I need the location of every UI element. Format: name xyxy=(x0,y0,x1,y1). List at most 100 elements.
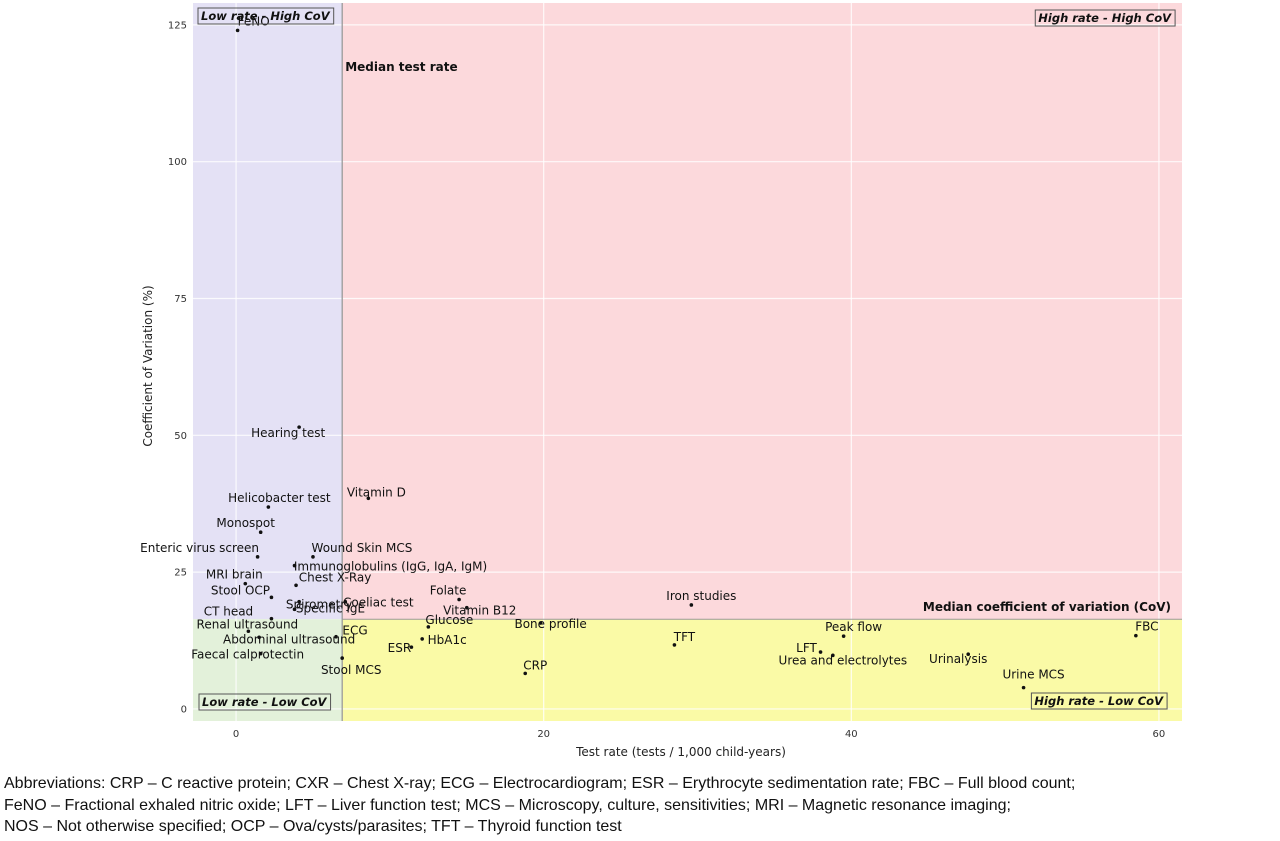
data-label: Folate xyxy=(430,584,467,598)
x-tick-label: 60 xyxy=(1153,729,1166,740)
data-point xyxy=(464,605,469,610)
data-label: CT head xyxy=(204,605,253,619)
data-point xyxy=(966,652,971,657)
quadrant-label-bottom-left-box xyxy=(198,693,332,711)
data-point xyxy=(831,653,835,658)
data-label: Urea and electrolytes xyxy=(779,653,908,667)
data-label: HbA1c xyxy=(428,633,467,647)
data-point xyxy=(366,496,371,501)
quadrant-backgrounds xyxy=(193,3,1183,721)
data-label: Enteric virus screen xyxy=(140,541,259,555)
quadrant-high-rate-low-cov xyxy=(342,619,1183,721)
quadrant-label-bottom-right: High rate - Low CoV xyxy=(1034,694,1164,708)
quadrant-high-rate-high-cov xyxy=(342,3,1183,620)
data-label: Helicobacter test xyxy=(228,491,331,505)
y-tick-label: 125 xyxy=(168,20,187,31)
quadrant-label-top-right: High rate - High CoV xyxy=(1038,11,1172,25)
data-label: FeNO xyxy=(238,14,270,28)
data-point xyxy=(257,635,261,640)
data-point xyxy=(269,616,274,621)
data-label: Immunoglobulins (IgG, IgA, IgM) xyxy=(294,560,487,574)
data-point xyxy=(246,629,251,634)
data-point xyxy=(243,581,248,586)
data-point xyxy=(420,637,424,641)
data-label: FBC xyxy=(1135,620,1158,634)
data-point xyxy=(311,555,315,559)
data-point xyxy=(343,599,348,604)
median-test-rate-label: Median test rate xyxy=(345,60,457,74)
quadrant-label-top-right-box xyxy=(1034,9,1176,27)
data-label: Hearing test xyxy=(251,426,325,440)
quadrant-label-bottom-right-box xyxy=(1030,692,1168,710)
y-axis-title: Coefficient of Variation (%) xyxy=(141,285,155,446)
quadrant-labels: Low rate - High CoV High rate - High CoV L… xyxy=(197,7,1176,711)
data-label: Spirometry xyxy=(286,598,352,612)
y-tick-label: 75 xyxy=(174,294,187,305)
quadrant-label-top-left: Low rate - High CoV xyxy=(201,9,331,23)
data-label: Chest X-Ray xyxy=(299,570,372,584)
data-label: Bone profile xyxy=(514,617,586,631)
y-tick-label: 0 xyxy=(181,704,187,715)
footnote-line-2: FeNO – Fractional exhaled nitric oxide; … xyxy=(4,796,1011,814)
median-lines: Median test rate Median coefficient of va… xyxy=(341,3,1182,721)
data-label: TFT xyxy=(673,630,696,644)
data-point xyxy=(841,634,846,638)
data-point xyxy=(334,634,338,639)
data-point xyxy=(297,425,301,429)
data-points: FeNO Hearing test Vitamin D Helicobacter te… xyxy=(140,14,1159,690)
data-point xyxy=(672,643,677,647)
data-point xyxy=(523,671,528,676)
quadrant-low-rate-low-cov xyxy=(193,619,343,721)
data-point xyxy=(292,607,297,612)
data-label: Stool MCS xyxy=(321,663,382,677)
data-label: LFT xyxy=(796,641,817,655)
data-point xyxy=(294,583,298,588)
data-label: Monospot xyxy=(216,516,275,530)
data-point xyxy=(235,28,240,33)
data-point xyxy=(269,595,274,600)
data-label: MRI brain xyxy=(206,568,263,582)
footnote-line-3: NOS – Not otherwise specified; OCP – Ova… xyxy=(4,818,622,835)
median-cov-label: Median coefficient of variation (CoV) xyxy=(923,600,1171,614)
data-label: Renal ultrasound xyxy=(197,617,299,631)
footnote-line-1: Abbreviations: CRP – C reactive protein;… xyxy=(4,775,1076,792)
gridlines xyxy=(193,3,1182,721)
y-tick-label: 50 xyxy=(174,431,187,442)
quadrant-low-rate-high-cov xyxy=(193,3,343,620)
data-label: Vitamin D xyxy=(347,485,406,499)
data-point xyxy=(258,651,263,656)
data-label: Abdominal ultrasound xyxy=(223,632,355,646)
data-point xyxy=(409,645,414,649)
data-point xyxy=(689,603,694,607)
data-label: Faecal calprotectin xyxy=(191,648,304,662)
data-point xyxy=(818,650,823,654)
data-point xyxy=(1134,633,1138,638)
quadrant-label-top-left-box xyxy=(197,7,335,25)
data-label: Coeliac test xyxy=(343,596,414,610)
data-point xyxy=(297,599,301,604)
data-label: Urine MCS xyxy=(1002,668,1064,682)
data-label: Glucose xyxy=(425,613,473,627)
data-label: Specific IgE xyxy=(296,601,365,615)
data-label: Urinalysis xyxy=(929,652,987,666)
y-tick-label: 100 xyxy=(168,157,187,168)
abbreviations-footnote: Abbreviations: CRP – C reactive protein;… xyxy=(4,773,1276,838)
data-point xyxy=(426,625,431,629)
axes: 0 20 40 60 0 25 50 75 100 125 xyxy=(168,20,1165,740)
data-point xyxy=(457,597,461,602)
data-label: CRP xyxy=(523,658,547,672)
scatter-chart: Median test rate Median coefficient of va… xyxy=(140,3,1183,759)
y-tick-label: 25 xyxy=(174,568,187,579)
data-label: ESR xyxy=(388,641,412,655)
x-tick-label: 0 xyxy=(233,729,239,740)
data-point xyxy=(255,555,260,559)
data-label: Vitamin B12 xyxy=(443,604,516,618)
data-point xyxy=(266,505,271,509)
data-point xyxy=(340,656,344,660)
quadrant-label-bottom-left: Low rate - Low CoV xyxy=(202,695,328,709)
x-axis-title: Test rate (tests / 1,000 child-years) xyxy=(575,745,786,759)
x-tick-label: 40 xyxy=(845,729,858,740)
data-label: Peak flow xyxy=(825,620,882,634)
data-label: Iron studies xyxy=(666,589,736,603)
data-point xyxy=(1021,685,1026,690)
